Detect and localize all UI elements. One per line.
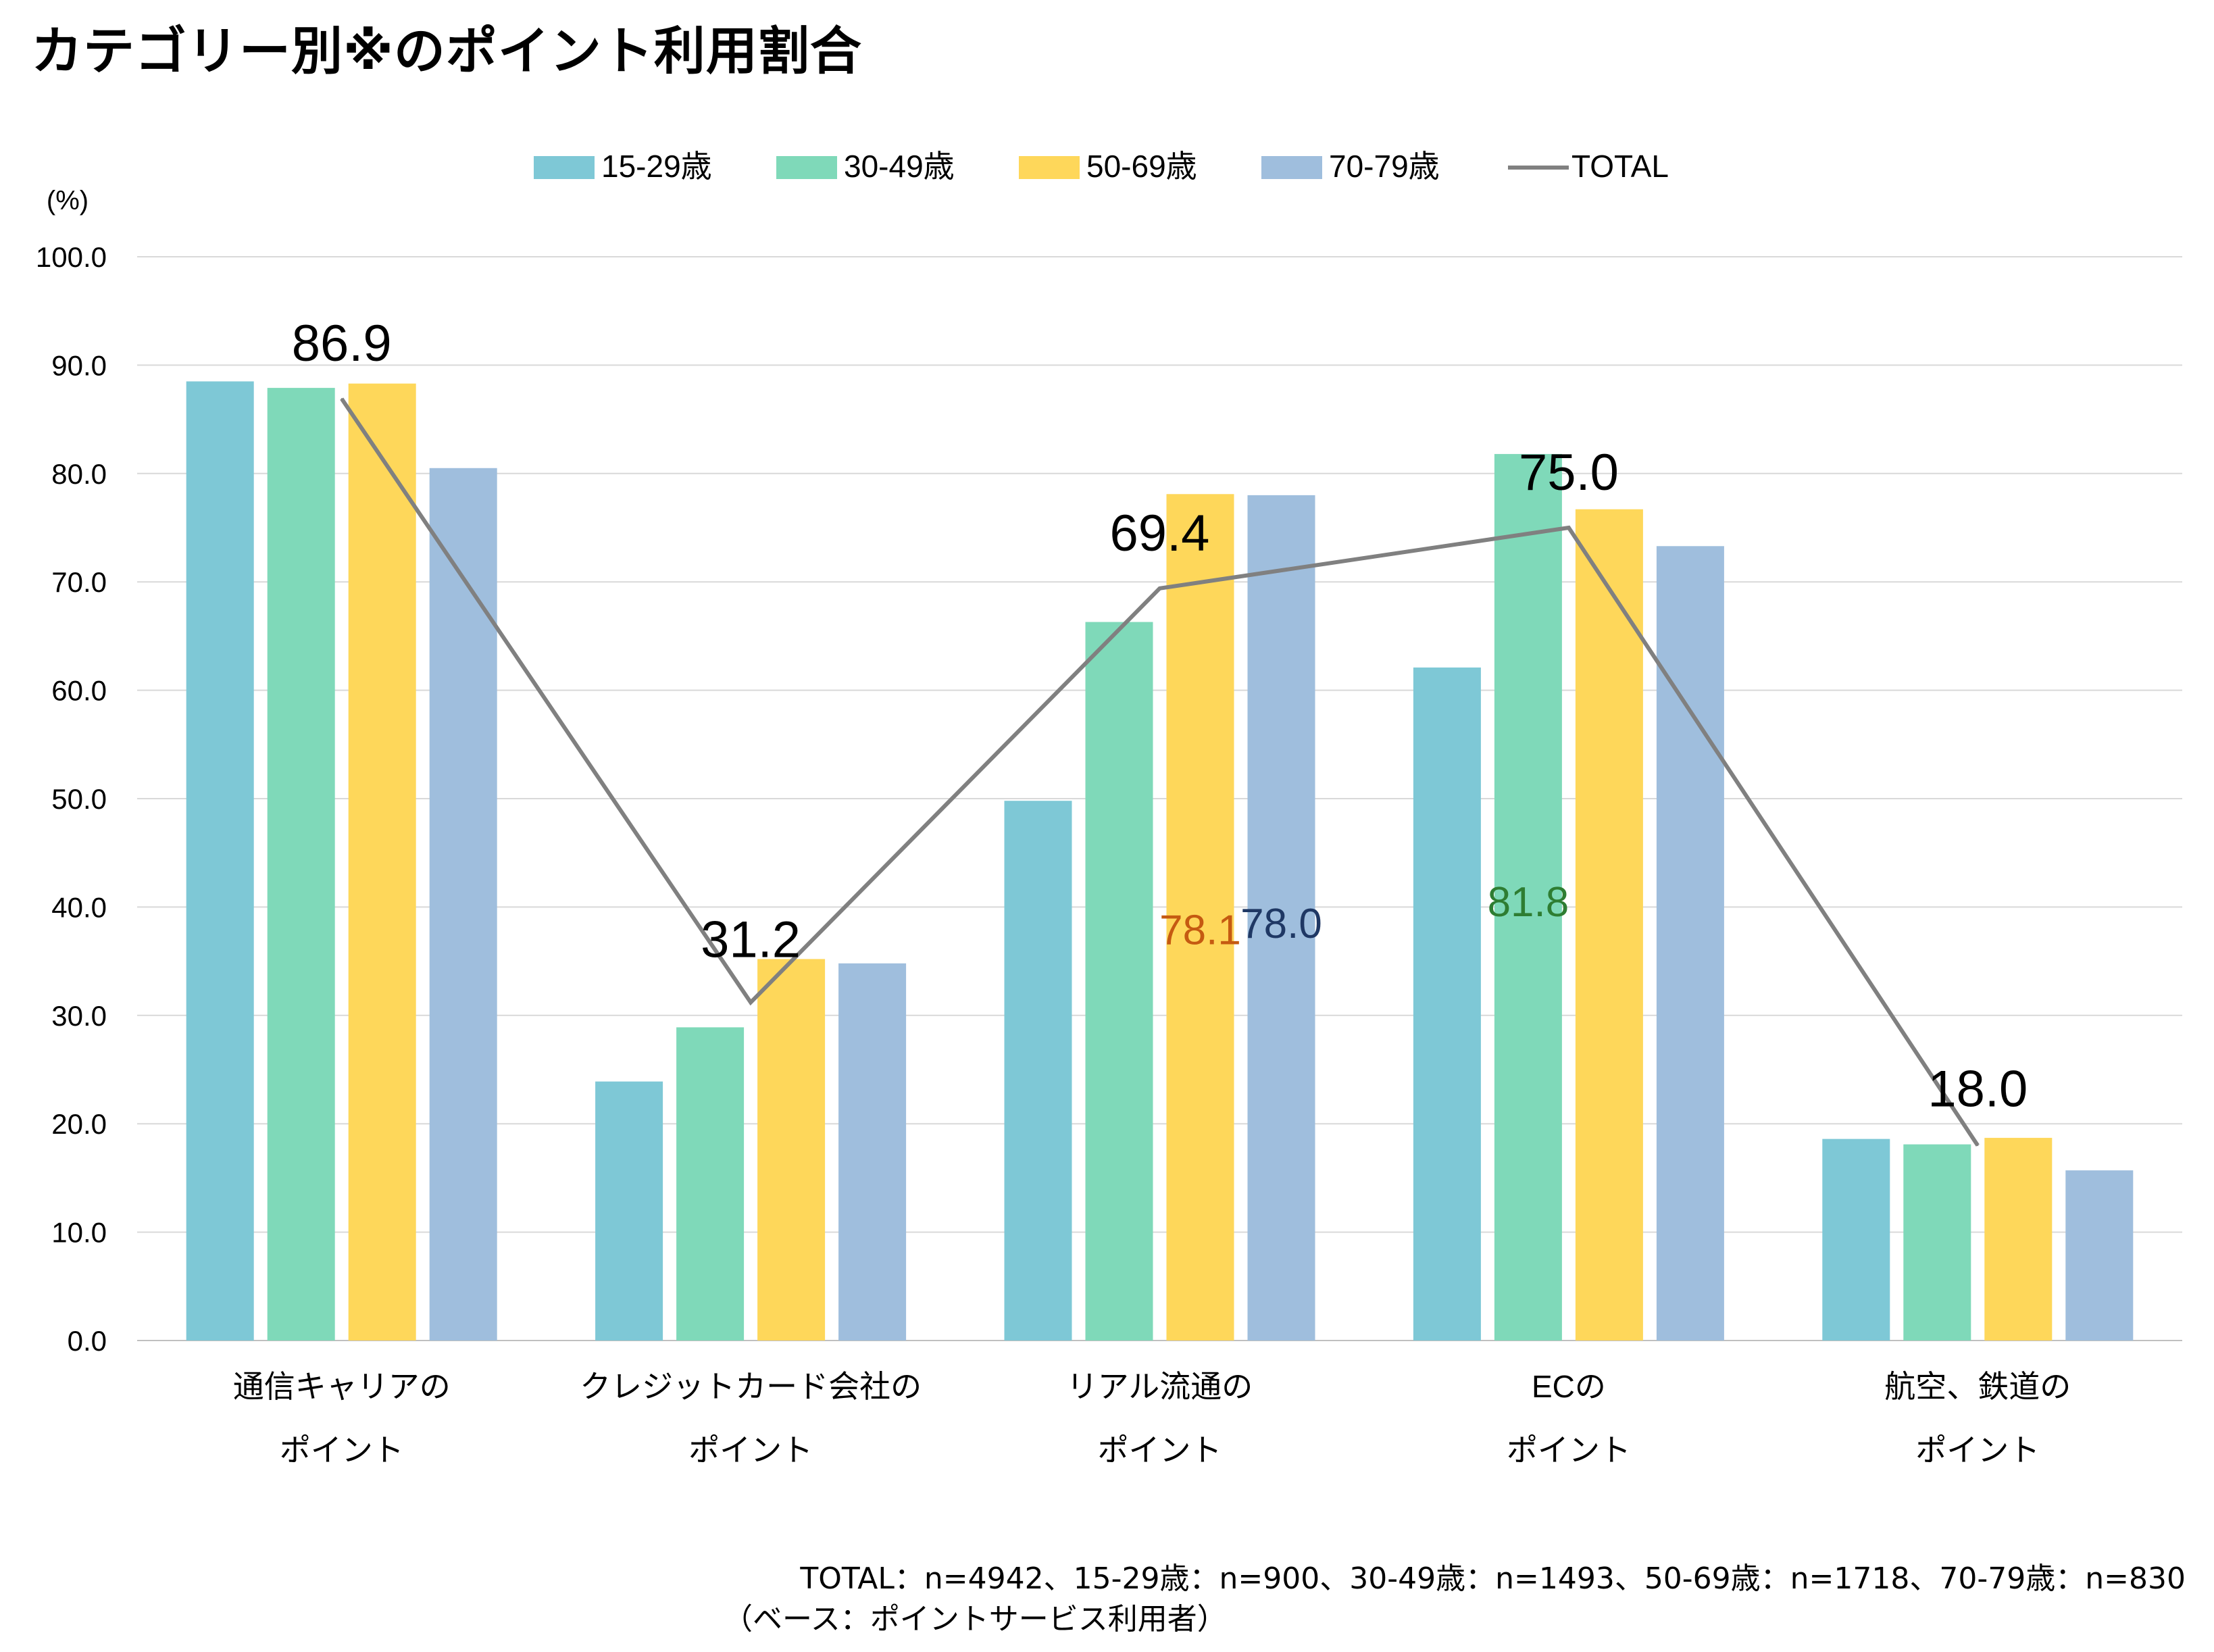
y-tick-label: 30.0: [51, 1000, 107, 1032]
bar-15-29歳-3: [1413, 667, 1481, 1341]
bar-15-29歳-4: [1822, 1138, 1890, 1341]
total-data-label: 31.2: [701, 911, 801, 969]
y-tick-label: 80.0: [51, 458, 107, 490]
total-point: [1977, 1145, 1979, 1147]
bar-70-79歳-1: [838, 963, 907, 1341]
total-point: [1159, 587, 1161, 589]
y-tick-label: 50.0: [51, 783, 107, 815]
y-tick-label: 40.0: [51, 891, 107, 923]
y-tick-label: 100.0: [36, 241, 107, 273]
x-category-label: ポイント: [688, 1432, 813, 1468]
total-data-label: 69.4: [1110, 505, 1210, 562]
bar-15-29歳-1: [595, 1081, 663, 1341]
total-data-label: 86.9: [292, 315, 392, 372]
y-tick-label: 60.0: [51, 675, 107, 707]
bar-30-49歳-0: [267, 388, 335, 1341]
value-annotation: 78.0: [1240, 901, 1322, 947]
legend-swatch-30-49歳: [776, 156, 837, 179]
x-category-label: ポイント: [280, 1432, 404, 1468]
bar-70-79歳-3: [1656, 546, 1724, 1341]
legend-label: 70-79歳: [1329, 149, 1440, 184]
x-category-label: クレジットカード会社の: [580, 1369, 922, 1404]
y-tick-label: 20.0: [51, 1108, 107, 1140]
x-category-label: ポイント: [1507, 1432, 1631, 1468]
bar-70-79歳-2: [1247, 495, 1315, 1341]
total-data-label: 18.0: [1928, 1061, 2028, 1118]
legend-label: 30-49歳: [844, 149, 955, 184]
legend-swatch-50-69歳: [1019, 156, 1080, 179]
sample-size-note: TOTAL：n=4942、15-29歳：n=900、30-49歳：n=1493、…: [800, 1561, 2186, 1596]
y-tick-label: 0.0: [68, 1325, 107, 1357]
y-tick-label: 90.0: [51, 349, 107, 381]
legend-swatch-15-29歳: [534, 156, 595, 179]
x-category-label: ポイント: [1098, 1432, 1222, 1468]
bar-50-69歳-3: [1575, 509, 1643, 1341]
y-tick-label: 10.0: [51, 1217, 107, 1249]
bar-50-69歳-4: [1984, 1138, 2053, 1341]
bar-15-29歳-0: [186, 381, 254, 1341]
y-tick-label: 70.0: [51, 566, 107, 598]
legend-label: 15-29歳: [601, 149, 712, 184]
base-note: （ベース：ポイントサービス利用者）: [723, 1602, 1227, 1636]
value-annotation: 81.8: [1488, 879, 1569, 926]
legend-label: 50-69歳: [1086, 149, 1197, 184]
total-point: [1567, 527, 1569, 528]
bar-30-49歳-1: [676, 1027, 745, 1341]
y-axis-unit: (%): [47, 186, 89, 216]
x-category-label: 通信キャリアの: [233, 1369, 451, 1404]
x-category-label: リアル流通の: [1067, 1369, 1253, 1404]
x-category-label: ポイント: [1915, 1432, 2040, 1468]
bar-30-49歳-3: [1494, 453, 1562, 1341]
legend-label: TOTAL: [1571, 149, 1669, 184]
bar-30-49歳-4: [1903, 1144, 1971, 1341]
bar-50-69歳-2: [1166, 494, 1234, 1341]
total-point: [341, 398, 343, 400]
x-category-label: 航空、鉄道の: [1884, 1369, 2071, 1404]
bar-50-69歳-0: [348, 383, 416, 1341]
legend-swatch-70-79歳: [1261, 156, 1322, 179]
total-data-label: 75.0: [1519, 444, 1619, 501]
bar-70-79歳-4: [2065, 1170, 2134, 1341]
x-category-label: ECの: [1532, 1369, 1606, 1404]
bar-30-49歳-2: [1085, 622, 1153, 1341]
total-point: [750, 1001, 752, 1003]
bar-50-69歳-1: [757, 959, 826, 1341]
bar-15-29歳-2: [1004, 801, 1072, 1341]
bar-70-79歳-0: [429, 468, 497, 1341]
value-annotation: 78.1: [1159, 907, 1241, 954]
chart-title: カテゴリー別※のポイント利用割合: [31, 21, 862, 81]
